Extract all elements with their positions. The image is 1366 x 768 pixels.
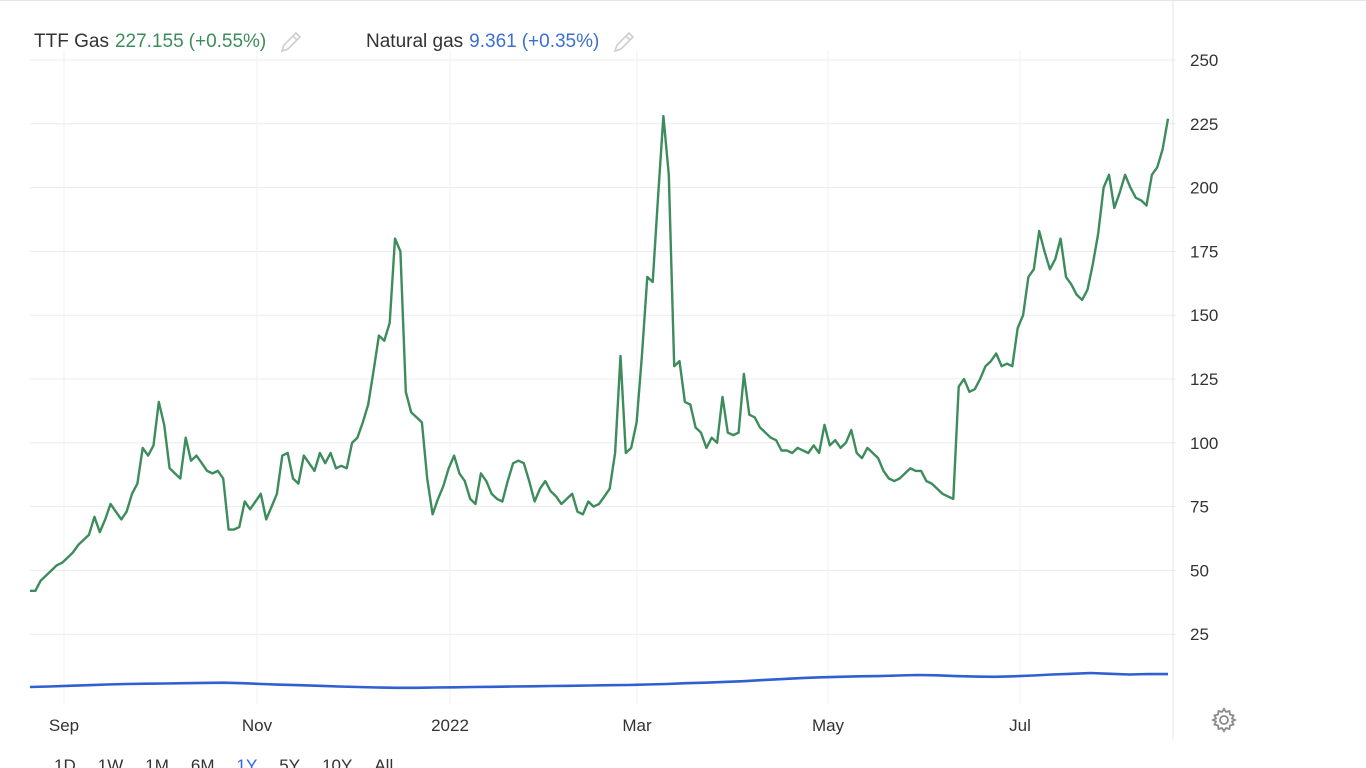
legend-ttf-gas: TTF Gas 227.155 (+0.55%) (34, 29, 304, 55)
range-button-10y[interactable]: 10Y (322, 756, 353, 768)
x-tick-label: Nov (242, 716, 273, 735)
legend-ng-value: 9.361 (469, 31, 517, 52)
y-tick-label: 50 (1190, 561, 1209, 580)
x-tick-label: 2022 (431, 716, 469, 735)
y-tick-label: 75 (1190, 498, 1209, 517)
series-line-natural-gas (29, 671, 1169, 690)
y-tick-label: 125 (1190, 370, 1218, 389)
series-line-ttf-gas (30, 114, 1170, 592)
y-tick-label: 175 (1190, 242, 1218, 261)
legend-ttf-value: 227.155 (114, 31, 184, 52)
range-button-all[interactable]: All (374, 756, 394, 768)
grid (30, 0, 1176, 740)
range-button-1w[interactable]: 1W (97, 756, 124, 768)
x-tick-label: Sep (49, 716, 79, 735)
y-tick-label: 150 (1190, 306, 1218, 325)
range-button-5y[interactable]: 5Y (279, 756, 301, 768)
x-axis: Sep Nov 2022 Mar May Jul (49, 716, 1031, 735)
pencil-icon[interactable] (278, 29, 304, 55)
pencil-icon[interactable] (611, 29, 637, 55)
y-tick-label: 225 (1190, 115, 1218, 134)
x-tick-label: Mar (622, 716, 652, 735)
range-button-1d[interactable]: 1D (54, 756, 76, 768)
y-tick-label: 100 (1190, 434, 1218, 453)
y-tick-label: 200 (1190, 179, 1218, 198)
range-button-1y[interactable]: 1Y (236, 756, 258, 768)
x-tick-label: Jul (1009, 716, 1031, 735)
legend-ng-change: (+0.35%) (521, 31, 600, 52)
range-button-1m[interactable]: 1M (145, 756, 169, 768)
x-tick-label: May (812, 716, 845, 735)
y-tick-label: 25 (1190, 625, 1209, 644)
y-axis: 25 50 75 100 125 150 175 200 225 250 (1190, 51, 1218, 644)
y-tick-label: 250 (1190, 51, 1218, 70)
range-button-6m[interactable]: 6M (190, 756, 215, 768)
range-selector: 1D 1W 1M 6M 1Y 5Y 10Y All (54, 756, 415, 768)
legend-ng-name: Natural gas (366, 31, 464, 52)
legend-natural-gas: Natural gas 9.361 (+0.35%) (366, 29, 637, 55)
top-divider (0, 0, 1366, 1)
legend-ttf-name: TTF Gas (34, 31, 109, 52)
gear-icon[interactable] (1210, 707, 1238, 733)
series-layer (29, 114, 1170, 690)
legend-ttf-change: (+0.55%) (188, 31, 267, 52)
